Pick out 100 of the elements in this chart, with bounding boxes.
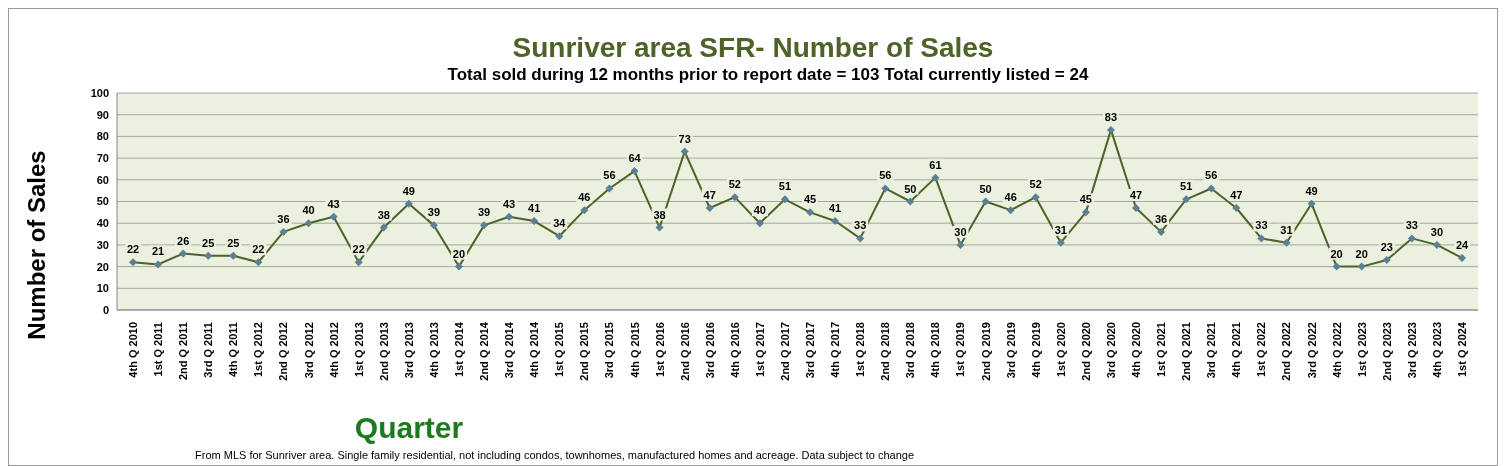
x-tick-label: 3rd Q 2019 bbox=[1004, 322, 1017, 379]
x-tick-label: 2nd Q 2018 bbox=[879, 322, 892, 381]
x-tick-label: 3rd Q 2023 bbox=[1405, 322, 1418, 379]
data-label: 50 bbox=[904, 182, 917, 195]
y-tick-label: 10 bbox=[96, 282, 109, 295]
x-tick-label: 3rd Q 2017 bbox=[804, 322, 817, 379]
x-tick-label: 1st Q 2015 bbox=[553, 322, 566, 378]
data-label: 39 bbox=[427, 206, 441, 219]
y-tick-label: 30 bbox=[96, 238, 109, 251]
data-label: 47 bbox=[1129, 189, 1143, 202]
data-label: 46 bbox=[1004, 191, 1017, 204]
data-label: 40 bbox=[753, 204, 767, 217]
y-tick-label: 70 bbox=[96, 152, 109, 165]
y-tick-label: 60 bbox=[96, 173, 109, 186]
x-tick-label: 4th Q 2017 bbox=[829, 322, 842, 378]
data-label: 56 bbox=[603, 169, 616, 182]
x-tick-label: 4th Q 2012 bbox=[327, 322, 340, 378]
x-axis-title: Quarter bbox=[353, 411, 465, 445]
x-tick-label: 3rd Q 2015 bbox=[603, 322, 616, 379]
x-tick-label: 3rd Q 2020 bbox=[1104, 322, 1117, 379]
chart-title: Sunriver area SFR- Number of Sales bbox=[511, 31, 995, 65]
data-label: 39 bbox=[477, 206, 491, 219]
x-tick-label: 1st Q 2021 bbox=[1155, 322, 1168, 378]
data-label: 22 bbox=[352, 243, 365, 256]
y-tick-label: 90 bbox=[96, 108, 109, 121]
data-label: 33 bbox=[854, 219, 867, 232]
x-tick-label: 1st Q 2014 bbox=[452, 321, 465, 378]
y-tick-label: 80 bbox=[96, 130, 109, 143]
x-tick-label: 3rd Q 2021 bbox=[1205, 322, 1218, 379]
data-label: 73 bbox=[678, 132, 691, 145]
y-tick-label: 50 bbox=[96, 195, 109, 208]
x-tick-label: 2nd Q 2021 bbox=[1180, 322, 1193, 381]
x-tick-label: 2nd Q 2017 bbox=[778, 322, 791, 381]
x-tick-label: 1st Q 2017 bbox=[753, 322, 766, 378]
x-tick-label: 2nd Q 2015 bbox=[578, 322, 591, 381]
x-tick-label: 4th Q 2021 bbox=[1230, 322, 1243, 378]
x-tick-label: 4th Q 2014 bbox=[528, 321, 541, 378]
x-tick-label: 3rd Q 2022 bbox=[1305, 322, 1318, 379]
text: From MLS for Sunriver area. Single family residential, not including condos, townhomes, manufactured homes and acreage. Data subject to change bbox=[195, 449, 915, 461]
data-label: 52 bbox=[728, 178, 741, 191]
x-tick-label: 4th Q 2019 bbox=[1029, 322, 1042, 378]
x-tick-label: 3rd Q 2013 bbox=[402, 322, 415, 379]
y-tick-label: 100 bbox=[90, 86, 109, 99]
data-label: 49 bbox=[402, 184, 415, 197]
data-label: 45 bbox=[1079, 193, 1092, 206]
chart-subtitle: Total sold during 12 months prior to report date = 103 Total currently listed = 24 bbox=[446, 65, 1090, 85]
data-label: 47 bbox=[1230, 189, 1243, 202]
data-label: 36 bbox=[1154, 212, 1168, 225]
x-tick-label: 1st Q 2019 bbox=[954, 322, 967, 378]
data-label: 43 bbox=[327, 197, 340, 210]
x-tick-label: 1st Q 2024 bbox=[1456, 321, 1468, 378]
data-label: 56 bbox=[879, 169, 892, 182]
x-tick-label: 3rd Q 2014 bbox=[503, 321, 516, 379]
y-tick-label: 40 bbox=[96, 217, 109, 230]
x-tick-label: 3rd Q 2011 bbox=[202, 322, 215, 378]
data-label: 43 bbox=[503, 197, 516, 210]
x-tick-label: 4th Q 2015 bbox=[628, 322, 641, 378]
data-label: 40 bbox=[302, 204, 315, 217]
y-axis-title: Number of Sales bbox=[23, 150, 51, 340]
x-tick-label: 1st Q 2011 bbox=[152, 322, 165, 377]
x-tick-label: 2nd Q 2020 bbox=[1079, 322, 1092, 381]
x-tick-label: 2nd Q 2013 bbox=[377, 322, 390, 381]
data-label: 41 bbox=[828, 202, 842, 215]
x-tick-label: 2nd Q 2023 bbox=[1380, 322, 1393, 381]
data-label: 20 bbox=[452, 247, 466, 260]
x-tick-label: 1st Q 2013 bbox=[352, 322, 365, 378]
data-label: 51 bbox=[1180, 180, 1193, 193]
x-tick-label: 2nd Q 2016 bbox=[678, 322, 691, 381]
x-tick-label: 1st Q 2016 bbox=[653, 322, 666, 378]
data-label: 30 bbox=[954, 225, 967, 238]
x-tick-label: 2nd Q 2022 bbox=[1280, 322, 1293, 381]
x-tick-label: 1st Q 2023 bbox=[1355, 322, 1368, 378]
x-tick-label: 4th Q 2010 bbox=[127, 322, 139, 378]
data-label: 51 bbox=[778, 180, 792, 193]
data-label: 20 bbox=[1355, 247, 1368, 260]
x-tick-label: 3rd Q 2012 bbox=[302, 322, 315, 379]
data-label: 38 bbox=[377, 208, 390, 221]
data-label: 31 bbox=[1054, 223, 1067, 236]
x-tick-label: 4th Q 2018 bbox=[929, 322, 942, 378]
data-label: 24 bbox=[1455, 238, 1469, 251]
data-label: 22 bbox=[126, 243, 140, 256]
x-tick-label: 2nd Q 2012 bbox=[277, 322, 290, 381]
data-label: 83 bbox=[1104, 110, 1118, 123]
data-label: 47 bbox=[703, 189, 716, 202]
data-label: 21 bbox=[151, 245, 165, 258]
data-label: 56 bbox=[1205, 169, 1218, 182]
data-label: 23 bbox=[1380, 241, 1393, 254]
data-label: 45 bbox=[803, 193, 817, 206]
data-label: 50 bbox=[979, 182, 992, 195]
x-tick-label: 4th Q 2011 bbox=[227, 322, 240, 378]
x-tick-label: 1st Q 2022 bbox=[1255, 322, 1268, 378]
data-label: 46 bbox=[578, 191, 591, 204]
data-label: 26 bbox=[177, 234, 190, 247]
x-tick-label: 2nd Q 2014 bbox=[478, 321, 491, 381]
x-tick-label: 2nd Q 2019 bbox=[979, 322, 992, 381]
data-label: 33 bbox=[1255, 219, 1268, 232]
x-tick-label: 1st Q 2012 bbox=[252, 322, 265, 378]
y-tick-label: 0 bbox=[102, 303, 109, 316]
x-tick-label: 1st Q 2018 bbox=[854, 322, 867, 378]
data-label: 33 bbox=[1405, 219, 1418, 232]
